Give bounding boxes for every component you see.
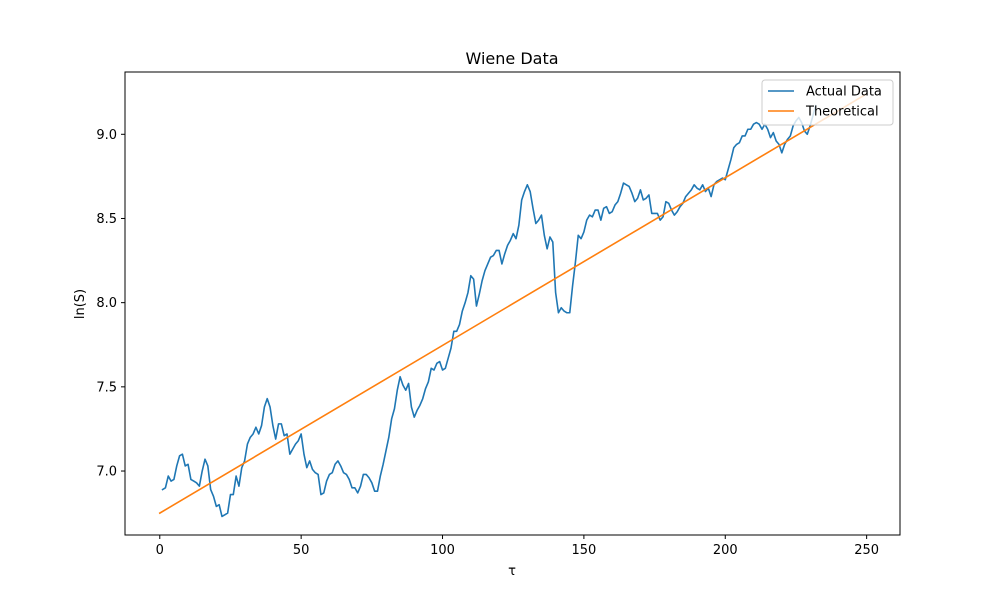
y-axis-label: ln(S) [73, 289, 88, 319]
legend-label-theoretical: Theoretical [805, 105, 879, 120]
legend: Actual Data Theoretical [761, 79, 894, 126]
y-axis: 7.0 7.5 8.0 8.5 9.0 [96, 128, 125, 480]
y-tick-label: 9.0 [96, 128, 117, 143]
x-tick-label: 250 [854, 543, 879, 558]
y-tick-label: 7.5 [96, 380, 117, 395]
x-tick-label: 150 [571, 543, 596, 558]
x-axis: 0 50 100 150 200 250 [156, 535, 879, 558]
y-tick-label: 8.0 [96, 296, 117, 311]
plot-frame [124, 71, 901, 536]
x-tick-label: 0 [156, 543, 164, 558]
series-line-theoretical [158, 92, 868, 515]
y-tick-label: 7.0 [96, 465, 117, 480]
x-axis-label: τ [508, 564, 516, 579]
x-tick-label: 100 [430, 543, 455, 558]
x-tick-label: 200 [713, 543, 738, 558]
y-tick-label: 8.5 [96, 212, 117, 227]
legend-label-actual-data: Actual Data [806, 85, 882, 100]
legend-box [761, 79, 894, 126]
x-tick-label: 50 [293, 543, 310, 558]
plot-area [124, 71, 901, 536]
chart-title: Wiene Data [465, 49, 558, 68]
series-line-actual-data [161, 104, 817, 518]
